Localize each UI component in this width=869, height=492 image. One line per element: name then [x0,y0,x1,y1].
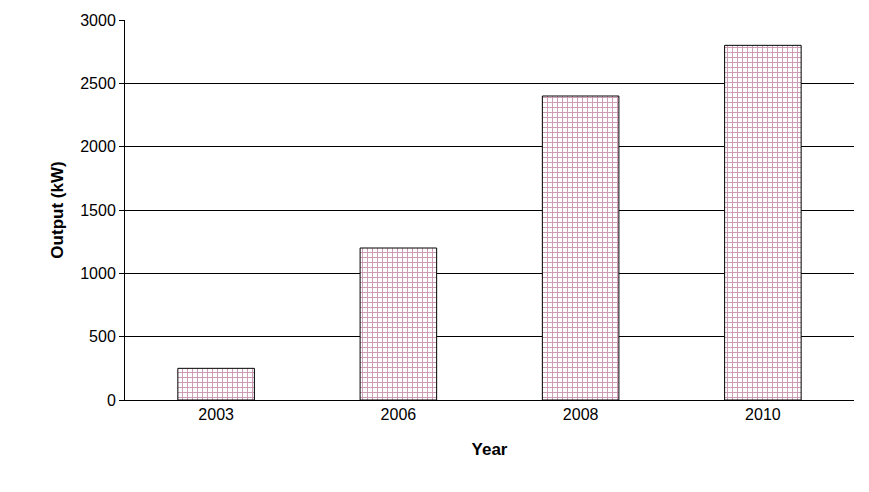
svg-text:2010: 2010 [745,406,781,423]
svg-text:3000: 3000 [80,12,116,29]
svg-text:2500: 2500 [80,75,116,92]
svg-text:1500: 1500 [80,202,116,219]
svg-text:2003: 2003 [198,406,234,423]
svg-text:Year: Year [472,440,508,459]
svg-text:2000: 2000 [80,138,116,155]
svg-text:1000: 1000 [80,265,116,282]
svg-text:0: 0 [107,392,116,409]
svg-text:2006: 2006 [381,406,417,423]
svg-text:500: 500 [89,328,116,345]
svg-text:2008: 2008 [563,406,599,423]
svg-text:Output (kW): Output (kW) [48,161,67,258]
